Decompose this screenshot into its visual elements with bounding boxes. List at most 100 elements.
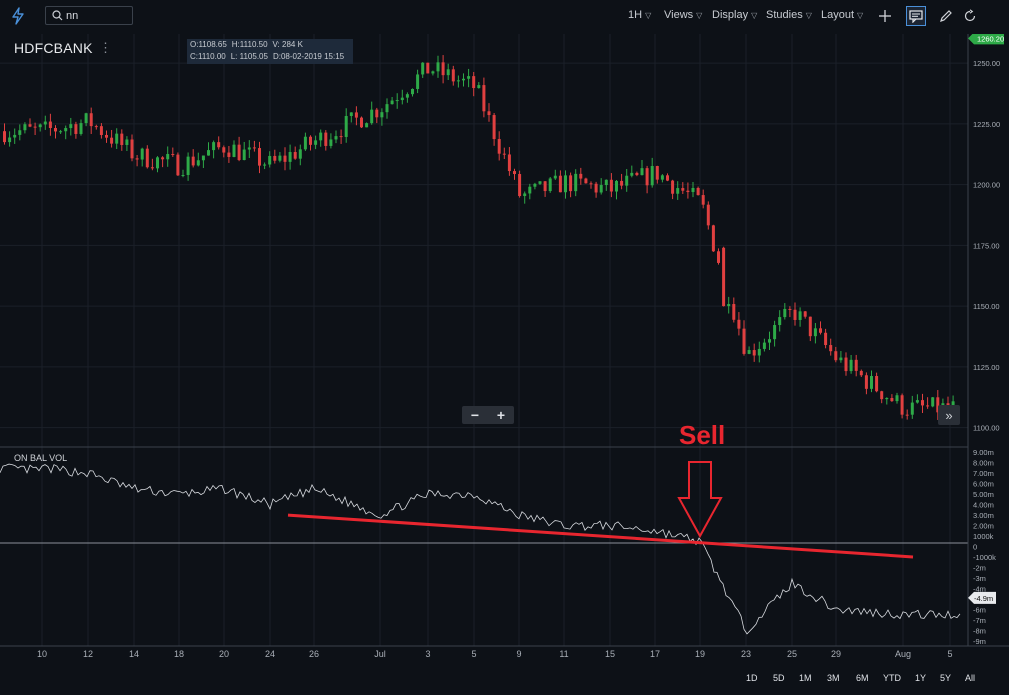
- obv-study-label[interactable]: ON BAL VOL: [14, 453, 68, 463]
- symbol-search[interactable]: [45, 6, 133, 25]
- scroll-to-latest-button[interactable]: »: [938, 405, 960, 425]
- zoom-in-button[interactable]: +: [496, 407, 506, 423]
- candle-body: [99, 126, 103, 135]
- range-all-button[interactable]: All: [965, 673, 976, 683]
- views-label: Views: [664, 9, 694, 21]
- ohlc-low: L: 1105.05: [230, 52, 268, 61]
- range-6m-button[interactable]: 6M: [856, 673, 869, 683]
- sell-arrow-down-icon: [677, 461, 723, 539]
- candle-body: [660, 175, 664, 180]
- candle-body: [803, 311, 807, 317]
- zoom-out-button[interactable]: −: [470, 407, 480, 423]
- candle-body: [69, 124, 73, 129]
- time-tick-label: 3: [425, 649, 430, 659]
- candle-body: [161, 157, 165, 160]
- candle-body: [110, 137, 114, 144]
- refresh-icon: [964, 9, 976, 22]
- candle-body: [252, 147, 256, 149]
- display-menu[interactable]: Display ▽: [712, 9, 757, 21]
- lightning-logo-icon[interactable]: [10, 7, 26, 25]
- candle-body: [3, 131, 6, 143]
- layout-menu[interactable]: Layout ▽: [821, 9, 863, 21]
- chart-canvas[interactable]: 1250.00 1225.00 1200.00 1175.00 1150.00 1125.…: [0, 34, 1009, 666]
- candle-body: [232, 144, 236, 157]
- candle-body: [548, 178, 552, 192]
- refresh-button[interactable]: [960, 6, 980, 26]
- candle-body: [405, 94, 409, 98]
- candle-body: [870, 376, 873, 389]
- crosshair-button[interactable]: [875, 6, 895, 26]
- candle-body: [23, 124, 27, 131]
- candle-body: [48, 121, 52, 129]
- candle-body: [808, 316, 812, 337]
- symbol-title[interactable]: HDFCBANK: [14, 40, 93, 56]
- ohlc-high: H:1110.50: [231, 40, 268, 49]
- price-tick-label: 1250.00: [973, 59, 1000, 68]
- candle-body: [706, 204, 710, 226]
- layout-label: Layout: [821, 9, 855, 21]
- candle-body: [349, 112, 353, 116]
- candle-body: [283, 155, 287, 162]
- candle-body: [533, 183, 537, 187]
- time-tick-label: 11: [559, 649, 568, 659]
- range-5y-button[interactable]: 5Y: [940, 673, 952, 683]
- candle-body: [732, 304, 736, 320]
- candle-body: [599, 185, 603, 193]
- candle-body: [921, 400, 924, 406]
- range-5d-button[interactable]: 5D: [773, 673, 785, 683]
- price-tick-label: 1175.00: [973, 241, 1000, 250]
- range-1m-button[interactable]: 1M: [799, 673, 812, 683]
- display-label: Display: [712, 9, 749, 21]
- candle-body: [824, 332, 828, 346]
- candle-body: [18, 130, 22, 135]
- candle-body: [467, 76, 471, 79]
- candle-body: [74, 124, 78, 134]
- candle-body: [303, 136, 307, 150]
- range-1d-button[interactable]: 1D: [746, 673, 758, 683]
- plus-crosshair-icon: [879, 10, 891, 22]
- candle-body: [584, 178, 588, 184]
- candle-body: [171, 154, 175, 156]
- candle-body: [150, 167, 154, 169]
- price-tick-label: 1225.00: [973, 120, 1000, 129]
- symbol-menu-icon[interactable]: ⋮: [99, 40, 112, 55]
- candle-body: [176, 154, 180, 176]
- time-tick-label: 12: [83, 649, 93, 659]
- candle-body: [217, 142, 221, 148]
- range-3m-button[interactable]: 3M: [827, 673, 840, 683]
- search-input[interactable]: [66, 8, 128, 23]
- candle-body: [711, 225, 715, 252]
- candle-body: [227, 152, 231, 157]
- studies-menu[interactable]: Studies ▽: [766, 9, 812, 21]
- candle-body: [115, 133, 119, 144]
- candle-body: [507, 154, 511, 172]
- candle-body: [564, 175, 567, 193]
- candle-body: [247, 147, 251, 150]
- candle-body: [625, 175, 629, 186]
- obv-tick-label: 4.00m: [973, 501, 994, 510]
- candle-body: [354, 112, 358, 118]
- views-menu[interactable]: Views ▽: [664, 9, 702, 21]
- candle-body: [701, 195, 705, 205]
- candle-body: [574, 173, 578, 192]
- candle-body: [59, 131, 63, 133]
- obv-line-group: [0, 463, 961, 635]
- draw-button[interactable]: [936, 6, 956, 26]
- candle-body: [207, 150, 210, 156]
- current-price-label: 1260.20: [977, 34, 1004, 43]
- candle-body: [436, 62, 440, 72]
- candle-body: [762, 342, 766, 349]
- comment-button[interactable]: [906, 6, 926, 26]
- interval-menu[interactable]: 1H ▽: [628, 9, 651, 21]
- candle-body: [319, 132, 323, 141]
- time-tick-label: 20: [219, 649, 229, 659]
- time-tick-label: 15: [605, 649, 615, 659]
- range-ytd-button[interactable]: YTD: [883, 673, 901, 683]
- range-1y-button[interactable]: 1Y: [915, 673, 927, 683]
- candle-body: [482, 85, 486, 112]
- candle-body: [819, 328, 822, 333]
- pencil-icon: [940, 10, 952, 22]
- candle-body: [900, 395, 904, 415]
- candle-body: [105, 134, 108, 138]
